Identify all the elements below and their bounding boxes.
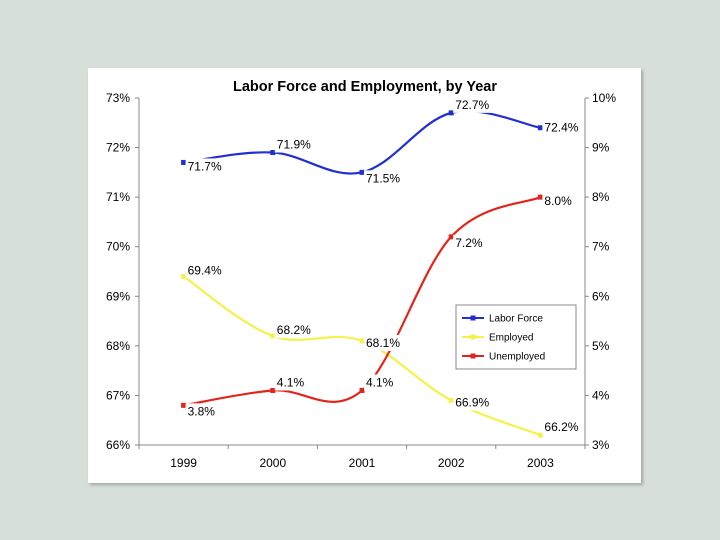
right-axis-tick-label: 4% xyxy=(592,388,610,402)
right-axis-tick-label: 5% xyxy=(592,339,610,353)
data-label-background xyxy=(274,321,314,338)
data-label-background xyxy=(542,119,581,136)
data-point-labor-force xyxy=(448,110,454,116)
legend-marker-labor-force xyxy=(470,315,476,321)
chart-title: Labor Force and Employment, by Year xyxy=(233,79,497,95)
series-layer xyxy=(181,110,543,438)
right-axis-tick-label: 10% xyxy=(592,91,616,105)
right-axis-tick-label: 3% xyxy=(592,438,610,452)
right-axis-tick-label: 8% xyxy=(592,190,610,204)
data-label-background xyxy=(274,136,314,153)
data-label-labor-force: 71.9% xyxy=(277,138,311,152)
data-label-labor-force: 72.4% xyxy=(544,121,578,135)
data-label-labor-force: 72.7% xyxy=(455,98,489,112)
legend-label-unemployed: Unemployed xyxy=(489,352,545,363)
data-label-background xyxy=(364,170,403,187)
series-line-unemployed xyxy=(183,196,541,407)
data-point-employed xyxy=(181,273,187,279)
data-label-unemployed: 8.0% xyxy=(544,194,572,208)
legend-marker-unemployed xyxy=(470,353,476,359)
axes: 66% 67% 68% 69% 70% 71% 72% 73% 3% 4% 5% 6% 7% 8% 9% 10… xyxy=(106,91,616,470)
data-label-labor-force: 71.7% xyxy=(188,159,222,173)
data-label-unemployed: 4.1% xyxy=(366,375,394,389)
data-label-employed: 69.4% xyxy=(188,263,222,277)
chart: Labor Force and Employment, by Year 66%6… xyxy=(106,79,616,470)
data-label-background xyxy=(542,419,581,436)
right-axis-tick-label: 6% xyxy=(592,289,610,303)
data-label-unemployed: 3.8% xyxy=(188,404,216,418)
data-point-labor-force xyxy=(537,125,543,131)
data-label-background xyxy=(274,374,307,391)
data-labels: 71.7% 71.9% 71.5% 72.7% 72.4% 69.4% 68.2% 68.1%… xyxy=(185,96,581,436)
data-label-employed: 68.1% xyxy=(366,336,400,350)
data-point-employed xyxy=(448,397,454,403)
legend-label-labor-force: Labor Force xyxy=(489,314,543,325)
data-label-background xyxy=(453,394,492,411)
data-label-background xyxy=(364,334,403,351)
data-label-background xyxy=(542,193,575,210)
data-point-employed xyxy=(537,432,543,438)
x-axis-tick-label: 1999 xyxy=(170,456,197,470)
data-point-unemployed xyxy=(537,194,543,200)
data-label-employed: 66.2% xyxy=(544,420,578,434)
series-line-labor-force xyxy=(183,110,541,175)
data-point-unemployed xyxy=(270,387,276,393)
legend: Labor Force Employed Unemployed xyxy=(455,304,577,370)
data-point-labor-force xyxy=(270,150,276,156)
left-axis-tick-label: 71% xyxy=(106,190,130,204)
right-axis-tick-label: 9% xyxy=(592,141,610,155)
data-label-unemployed: 4.1% xyxy=(277,375,305,389)
data-label-unemployed: 7.2% xyxy=(455,236,483,250)
data-point-labor-force xyxy=(181,159,187,165)
data-point-unemployed xyxy=(181,402,187,408)
legend-marker-employed xyxy=(470,334,476,340)
x-axis-tick-label: 2002 xyxy=(438,456,465,470)
data-label-employed: 66.9% xyxy=(455,395,489,409)
data-point-unemployed xyxy=(448,234,454,240)
left-axis-tick-label: 72% xyxy=(106,141,130,155)
data-label-background xyxy=(185,262,224,279)
left-axis-tick-label: 73% xyxy=(106,91,130,105)
chart-panel: Labor Force and Employment, by Year 66% 6… xyxy=(88,68,641,483)
left-axis-tick-label: 67% xyxy=(106,388,130,402)
data-label-background xyxy=(453,96,492,113)
left-axis-tick-label: 66% xyxy=(106,438,130,452)
data-point-employed xyxy=(270,333,276,339)
right-axis-tick-label: 7% xyxy=(592,240,610,254)
left-axis-tick-label: 68% xyxy=(106,339,130,353)
x-axis-tick-label: 2001 xyxy=(349,456,376,470)
data-label-background xyxy=(453,234,485,251)
data-label-background xyxy=(185,403,218,420)
x-axis-tick-label: 2000 xyxy=(259,456,286,470)
legend-label-employed: Employed xyxy=(489,333,533,344)
left-axis-tick-label: 70% xyxy=(106,240,130,254)
x-axis-tick-label: 2003 xyxy=(527,456,554,470)
left-axis-tick-label: 69% xyxy=(106,289,130,303)
data-point-labor-force xyxy=(359,169,365,175)
data-label-background xyxy=(364,374,396,391)
data-point-unemployed xyxy=(359,387,365,393)
data-label-background xyxy=(185,158,224,175)
data-point-employed xyxy=(359,338,365,344)
data-label-employed: 68.2% xyxy=(277,323,311,337)
data-label-labor-force: 71.5% xyxy=(366,171,400,185)
